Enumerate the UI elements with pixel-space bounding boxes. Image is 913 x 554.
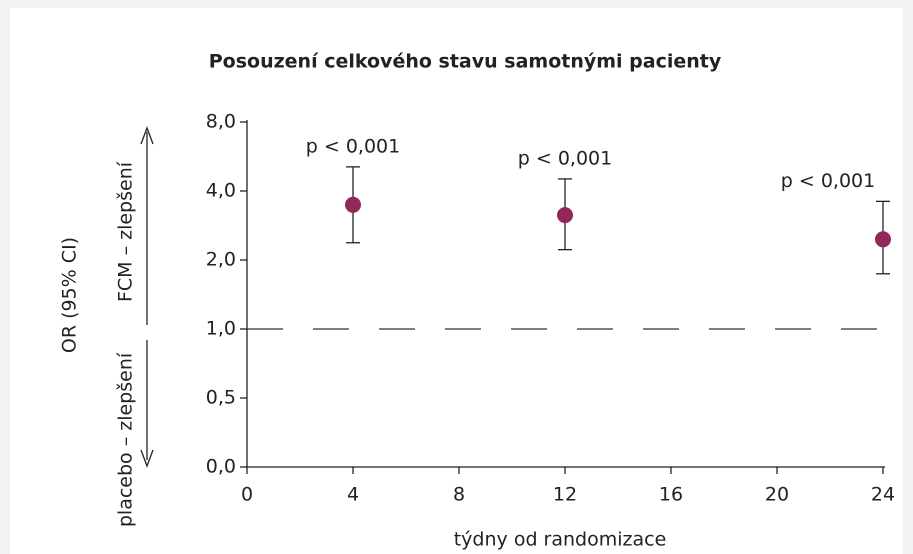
x-tick-label: 12 [553,484,577,506]
annotation: p < 0,001 [781,170,875,192]
y-tick-label: 2,0 [206,249,236,271]
x-tick-label: 24 [871,484,895,506]
point [557,207,573,224]
x-tick-label: 16 [659,484,683,506]
annotation: p < 0,001 [518,147,612,169]
y-axis-label: OR (95% CI) [59,237,81,353]
x-axis-label: týdny od randomizace [454,529,667,551]
lower-label: placebo – zlepšení [115,352,137,527]
upper-label: FCM – zlepšení [115,161,137,302]
y-tick-label: 4,0 [206,180,236,202]
arrow-up-head [140,126,154,145]
arrow-down-head [140,449,154,468]
panel [10,8,903,554]
chart-title: Posouzení celkového stavu samotnými paci… [209,51,722,73]
point [345,196,361,213]
x-tick-label: 0 [241,484,253,506]
y-tick-label: 1,0 [206,318,236,340]
x-tick-label: 8 [453,484,465,506]
y-tick-label: 0,5 [206,387,236,409]
annotation: p < 0,001 [306,135,400,157]
point [875,231,891,248]
x-tick-label: 20 [765,484,789,506]
x-tick-label: 4 [347,484,359,506]
y-tick-label: 0,0 [206,456,236,478]
y-tick-label: 8,0 [206,111,236,133]
